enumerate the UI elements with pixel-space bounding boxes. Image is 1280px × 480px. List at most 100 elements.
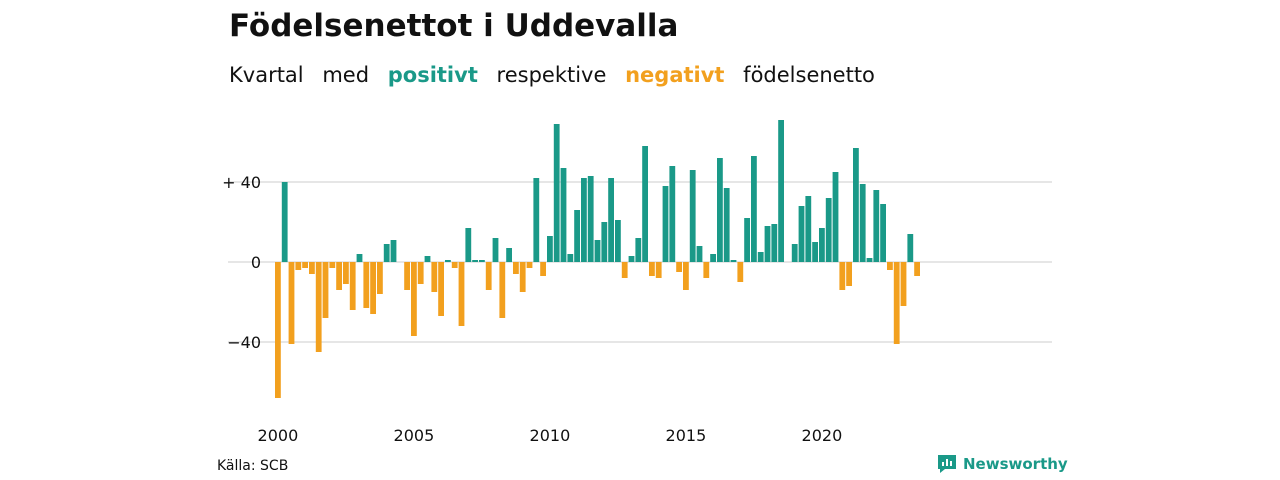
bar	[853, 148, 859, 262]
bar	[621, 262, 628, 278]
bar	[363, 262, 370, 308]
bar	[757, 252, 764, 262]
bar	[390, 240, 397, 262]
bar	[336, 262, 342, 290]
bar	[506, 248, 512, 262]
bar	[533, 178, 540, 262]
bar	[479, 260, 485, 262]
bar	[737, 262, 744, 282]
bar	[458, 262, 465, 326]
x-tick-label: 2015	[666, 426, 707, 445]
bar	[723, 188, 730, 262]
bar	[343, 262, 349, 284]
bar	[309, 262, 315, 274]
bar	[560, 168, 567, 262]
bar	[798, 206, 805, 262]
bar	[628, 256, 635, 262]
subtitle-positive-label: positivt	[387, 63, 478, 87]
bar	[567, 254, 574, 262]
bar	[676, 262, 682, 272]
bar	[383, 244, 390, 262]
bar	[771, 224, 778, 262]
bar	[519, 262, 526, 292]
bar	[295, 262, 302, 270]
bar	[485, 262, 492, 290]
bar	[730, 260, 737, 262]
bar	[492, 238, 499, 262]
bar	[526, 262, 533, 268]
y-tick-label: −40	[227, 333, 261, 352]
bar	[832, 172, 839, 262]
bar	[642, 146, 648, 262]
bar	[649, 262, 655, 276]
bar	[778, 120, 784, 262]
bar	[574, 210, 580, 262]
bar	[893, 262, 900, 344]
x-tick-label: 2020	[802, 426, 843, 445]
bar	[370, 262, 376, 314]
y-tick-label: 0	[251, 253, 261, 272]
bar	[587, 176, 594, 262]
bar	[914, 262, 920, 276]
bar	[404, 262, 410, 290]
bar	[417, 262, 424, 284]
bar	[662, 186, 669, 262]
bar	[322, 262, 329, 318]
brand-logo: Newsworthy	[937, 454, 1068, 474]
subtitle-word-fodelsenetto: födelsenetto	[743, 63, 875, 87]
bar	[329, 262, 336, 268]
bar	[553, 124, 560, 262]
bar	[710, 254, 716, 262]
bar	[349, 262, 356, 310]
bar	[615, 220, 621, 262]
bar	[900, 262, 907, 306]
bar	[907, 234, 914, 262]
bar	[669, 166, 676, 262]
bar	[655, 262, 662, 278]
bar	[846, 262, 852, 286]
source-note: Källa: SCB	[217, 458, 289, 474]
bar	[873, 190, 880, 262]
bar	[547, 236, 553, 262]
subtitle-word-kvartal: Kvartal	[229, 63, 304, 87]
chart-subtitle: Kvartal med positivt respektive negativt…	[229, 63, 887, 87]
bar	[635, 238, 642, 262]
bar	[411, 262, 417, 336]
bar	[431, 262, 438, 292]
bar	[465, 228, 472, 262]
bar	[315, 262, 322, 352]
bar	[866, 258, 873, 262]
bar	[764, 226, 771, 262]
bar	[438, 262, 444, 316]
bar	[805, 196, 812, 262]
x-tick-label: 2000	[258, 426, 299, 445]
bar	[499, 262, 506, 318]
subtitle-word-med: med	[322, 63, 370, 87]
bar	[887, 262, 893, 270]
bar	[601, 222, 608, 262]
bar	[689, 170, 696, 262]
bar	[744, 218, 750, 262]
y-tick-label: + 40	[222, 173, 261, 192]
bar	[288, 262, 295, 344]
bar	[791, 244, 798, 262]
bar	[581, 178, 587, 262]
bar	[377, 262, 383, 294]
x-tick-label: 2010	[530, 426, 571, 445]
bar	[594, 240, 601, 262]
chart-title: Födelsenettot i Uddevalla	[229, 8, 679, 44]
bar	[717, 158, 723, 262]
bar	[751, 156, 757, 262]
bar	[356, 254, 363, 262]
bar	[880, 204, 886, 262]
bar	[839, 262, 846, 290]
x-tick-label: 2005	[394, 426, 435, 445]
bar	[859, 184, 866, 262]
bar	[513, 262, 519, 274]
subtitle-word-respektive: respektive	[496, 63, 607, 87]
brand-name: Newsworthy	[963, 455, 1068, 473]
bar	[683, 262, 689, 290]
newsworthy-logo-icon	[938, 455, 956, 473]
bar	[812, 242, 818, 262]
